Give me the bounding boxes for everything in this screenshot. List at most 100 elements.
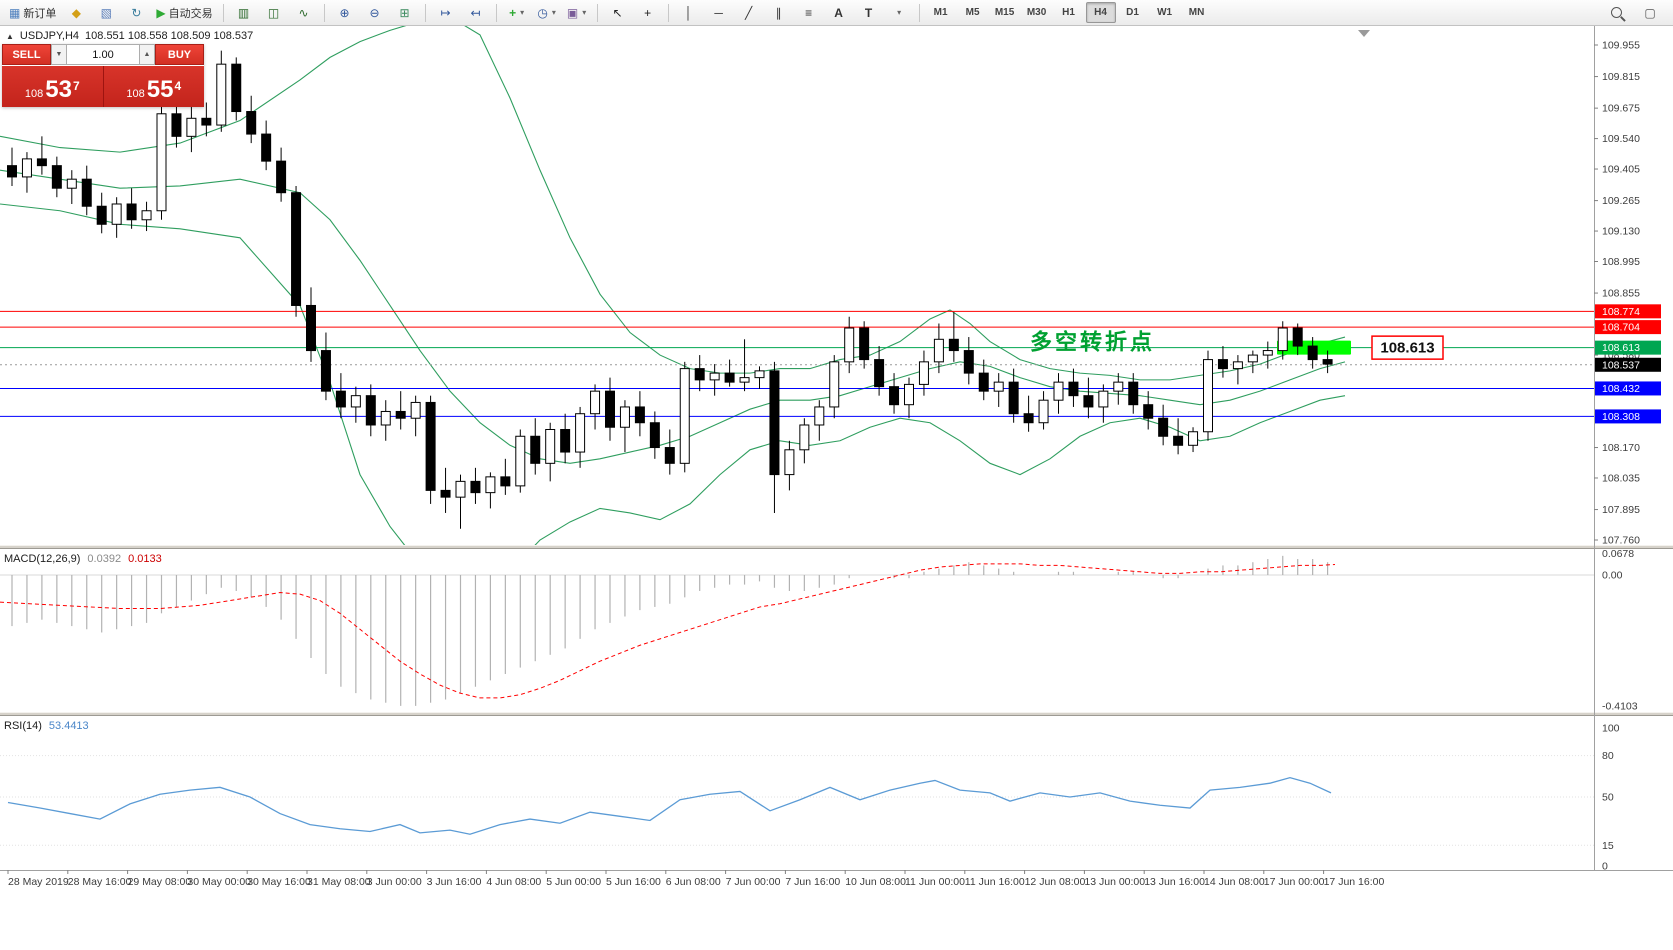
fibonacci-tool[interactable]: ≡	[795, 2, 823, 24]
new-order-button[interactable]: ▦ 新订单	[5, 2, 60, 24]
zoom-out-button[interactable]: ⊖	[361, 2, 389, 24]
timeframe-w1[interactable]: W1	[1157, 7, 1173, 18]
cursor-tool-button[interactable]: ↖	[604, 2, 632, 24]
candle-body	[306, 304, 316, 352]
zoom-out-icon: ⊖	[369, 5, 380, 20]
bid-price-display[interactable]: 108 53 7	[2, 66, 103, 107]
candle-body	[231, 63, 242, 113]
vertical-line-tool[interactable]: │	[675, 2, 703, 24]
profiles-button[interactable]: ▧	[92, 2, 120, 24]
price-marker-text: 108.774	[1602, 306, 1640, 318]
trendline-tool[interactable]: ╱	[735, 2, 763, 24]
candlestick-button[interactable]: ◫	[260, 2, 288, 24]
candle-body	[679, 368, 690, 464]
candle-body	[156, 113, 167, 212]
candle-body	[1083, 395, 1094, 408]
volume-decrease-button[interactable]: ▼	[51, 44, 66, 65]
sell-button[interactable]: SELL	[2, 44, 51, 65]
buy-button[interactable]: BUY	[155, 44, 204, 65]
channel-tool[interactable]: ∥	[765, 2, 793, 24]
arrows-tool[interactable]: ▾	[885, 2, 913, 24]
horizontal-line-tool[interactable]: ─	[705, 2, 733, 24]
candle-body	[1053, 381, 1064, 401]
zoom-in-button[interactable]: ⊕	[331, 2, 359, 24]
timeframe-m15[interactable]: M15	[994, 7, 1015, 18]
crosshair-tool-button[interactable]: +	[634, 2, 662, 24]
window-panel-button[interactable]: ▢	[1636, 2, 1664, 24]
x-axis-date-label: 10 Jun 08:00	[845, 876, 906, 888]
main-price-panel[interactable]: 多空转折点 108.613	[0, 26, 1594, 585]
candle-body	[993, 381, 1004, 392]
candle-body	[889, 386, 900, 406]
tile-windows-icon: ⊞	[399, 5, 410, 20]
price-axis-label: 108.995	[1602, 256, 1640, 268]
chart-canvas[interactable]: 多空转折点 108.613 109.955 109.815 109.675 109.540…	[0, 26, 1673, 950]
refresh-button[interactable]: ↻	[122, 2, 150, 24]
rsi-scale-label: 50	[1602, 792, 1614, 804]
search-button[interactable]	[1602, 2, 1630, 24]
channel-icon: ∥	[775, 5, 782, 20]
search-icon	[1610, 7, 1622, 18]
one-click-collapse-icon[interactable]: ▲	[6, 31, 14, 41]
candle-body	[754, 370, 765, 379]
volume-input[interactable]: 1.00	[66, 44, 140, 65]
periods-button[interactable]: ◷ ▾	[533, 2, 561, 24]
panel-divider[interactable]	[0, 712, 1673, 716]
marketplace-button[interactable]: ◆	[62, 2, 90, 24]
chart-shift-button[interactable]: ↤	[462, 2, 490, 24]
macd-header: MACD(12,26,9) 0.0392 0.0133	[4, 553, 162, 565]
timeframe-d1[interactable]: D1	[1126, 7, 1139, 18]
timeframe-m1[interactable]: M1	[933, 7, 948, 18]
bid-pipette: 7	[72, 79, 80, 93]
panel-divider[interactable]	[0, 545, 1673, 549]
timeframe-mn[interactable]: MN	[1188, 7, 1205, 18]
volume-increase-button[interactable]: ▲	[140, 44, 155, 65]
auto-scroll-button[interactable]: ↦	[432, 2, 460, 24]
profiles-icon: ▧	[100, 5, 113, 20]
bar-chart-button[interactable]: ▥	[230, 2, 258, 24]
timeframe-m30[interactable]: M30	[1026, 7, 1047, 18]
marketplace-icon: ◆	[71, 5, 81, 20]
macd-scale-label: 0.00	[1602, 570, 1623, 582]
price-marker-108.308	[1595, 409, 1661, 424]
x-axis-date-label: 11 Jun 00:00	[905, 876, 965, 888]
toolbar-right-group: ▢	[1602, 2, 1668, 24]
timeframe-h1[interactable]: H1	[1062, 7, 1075, 18]
text-tool[interactable]: A	[825, 2, 853, 24]
text-label-tool[interactable]: T	[855, 2, 883, 24]
bollinger-upper-band	[0, 26, 1346, 381]
rsi-header: RSI(14) 53.4413	[4, 720, 89, 732]
candle-body	[784, 449, 795, 476]
candle-body	[1322, 359, 1333, 365]
clock-icon: ◷	[537, 5, 548, 20]
toolbar-separator	[918, 3, 920, 22]
line-chart-icon: ∿	[298, 5, 309, 20]
price-callout-box[interactable]	[1371, 335, 1444, 360]
chevron-down-icon: ▾	[520, 8, 525, 17]
x-axis-date-label: 6 Jun 08:00	[666, 876, 721, 888]
chart-window[interactable]: 多空转折点 108.613 109.955 109.815 109.675 109.540…	[0, 26, 1673, 950]
macd-panel[interactable]	[0, 555, 1594, 706]
timeframe-m5[interactable]: M5	[965, 7, 980, 18]
ask-price-display[interactable]: 108 55 4	[103, 66, 204, 107]
rsi-value: 53.4413	[48, 720, 89, 732]
candle-body	[380, 410, 391, 426]
candle-body	[634, 406, 645, 424]
timeframe-h4[interactable]: H4	[1085, 2, 1116, 23]
price-marker-text: 108.704	[1602, 322, 1640, 334]
x-axis-date-label: 12 Jun 08:00	[1025, 876, 1086, 888]
candle-body	[799, 424, 810, 451]
price-axis[interactable]: 109.955 109.815 109.675 109.540 109.405 109.2…	[1594, 40, 1661, 873]
turning-point-annotation[interactable]: 多空转折点	[1030, 330, 1155, 355]
line-chart-button[interactable]: ∿	[290, 2, 318, 24]
chevron-down-icon: ▾	[897, 8, 902, 17]
indicators-button[interactable]: + ▾	[503, 2, 531, 24]
autotrading-label: 自动交易	[168, 7, 213, 20]
tile-windows-button[interactable]: ⊞	[391, 2, 419, 24]
templates-button[interactable]: ▣ ▾	[563, 2, 591, 24]
rsi-panel[interactable]	[0, 755, 1594, 846]
autotrading-button[interactable]: ▶ 自动交易	[152, 2, 216, 24]
candle-body	[844, 327, 855, 363]
